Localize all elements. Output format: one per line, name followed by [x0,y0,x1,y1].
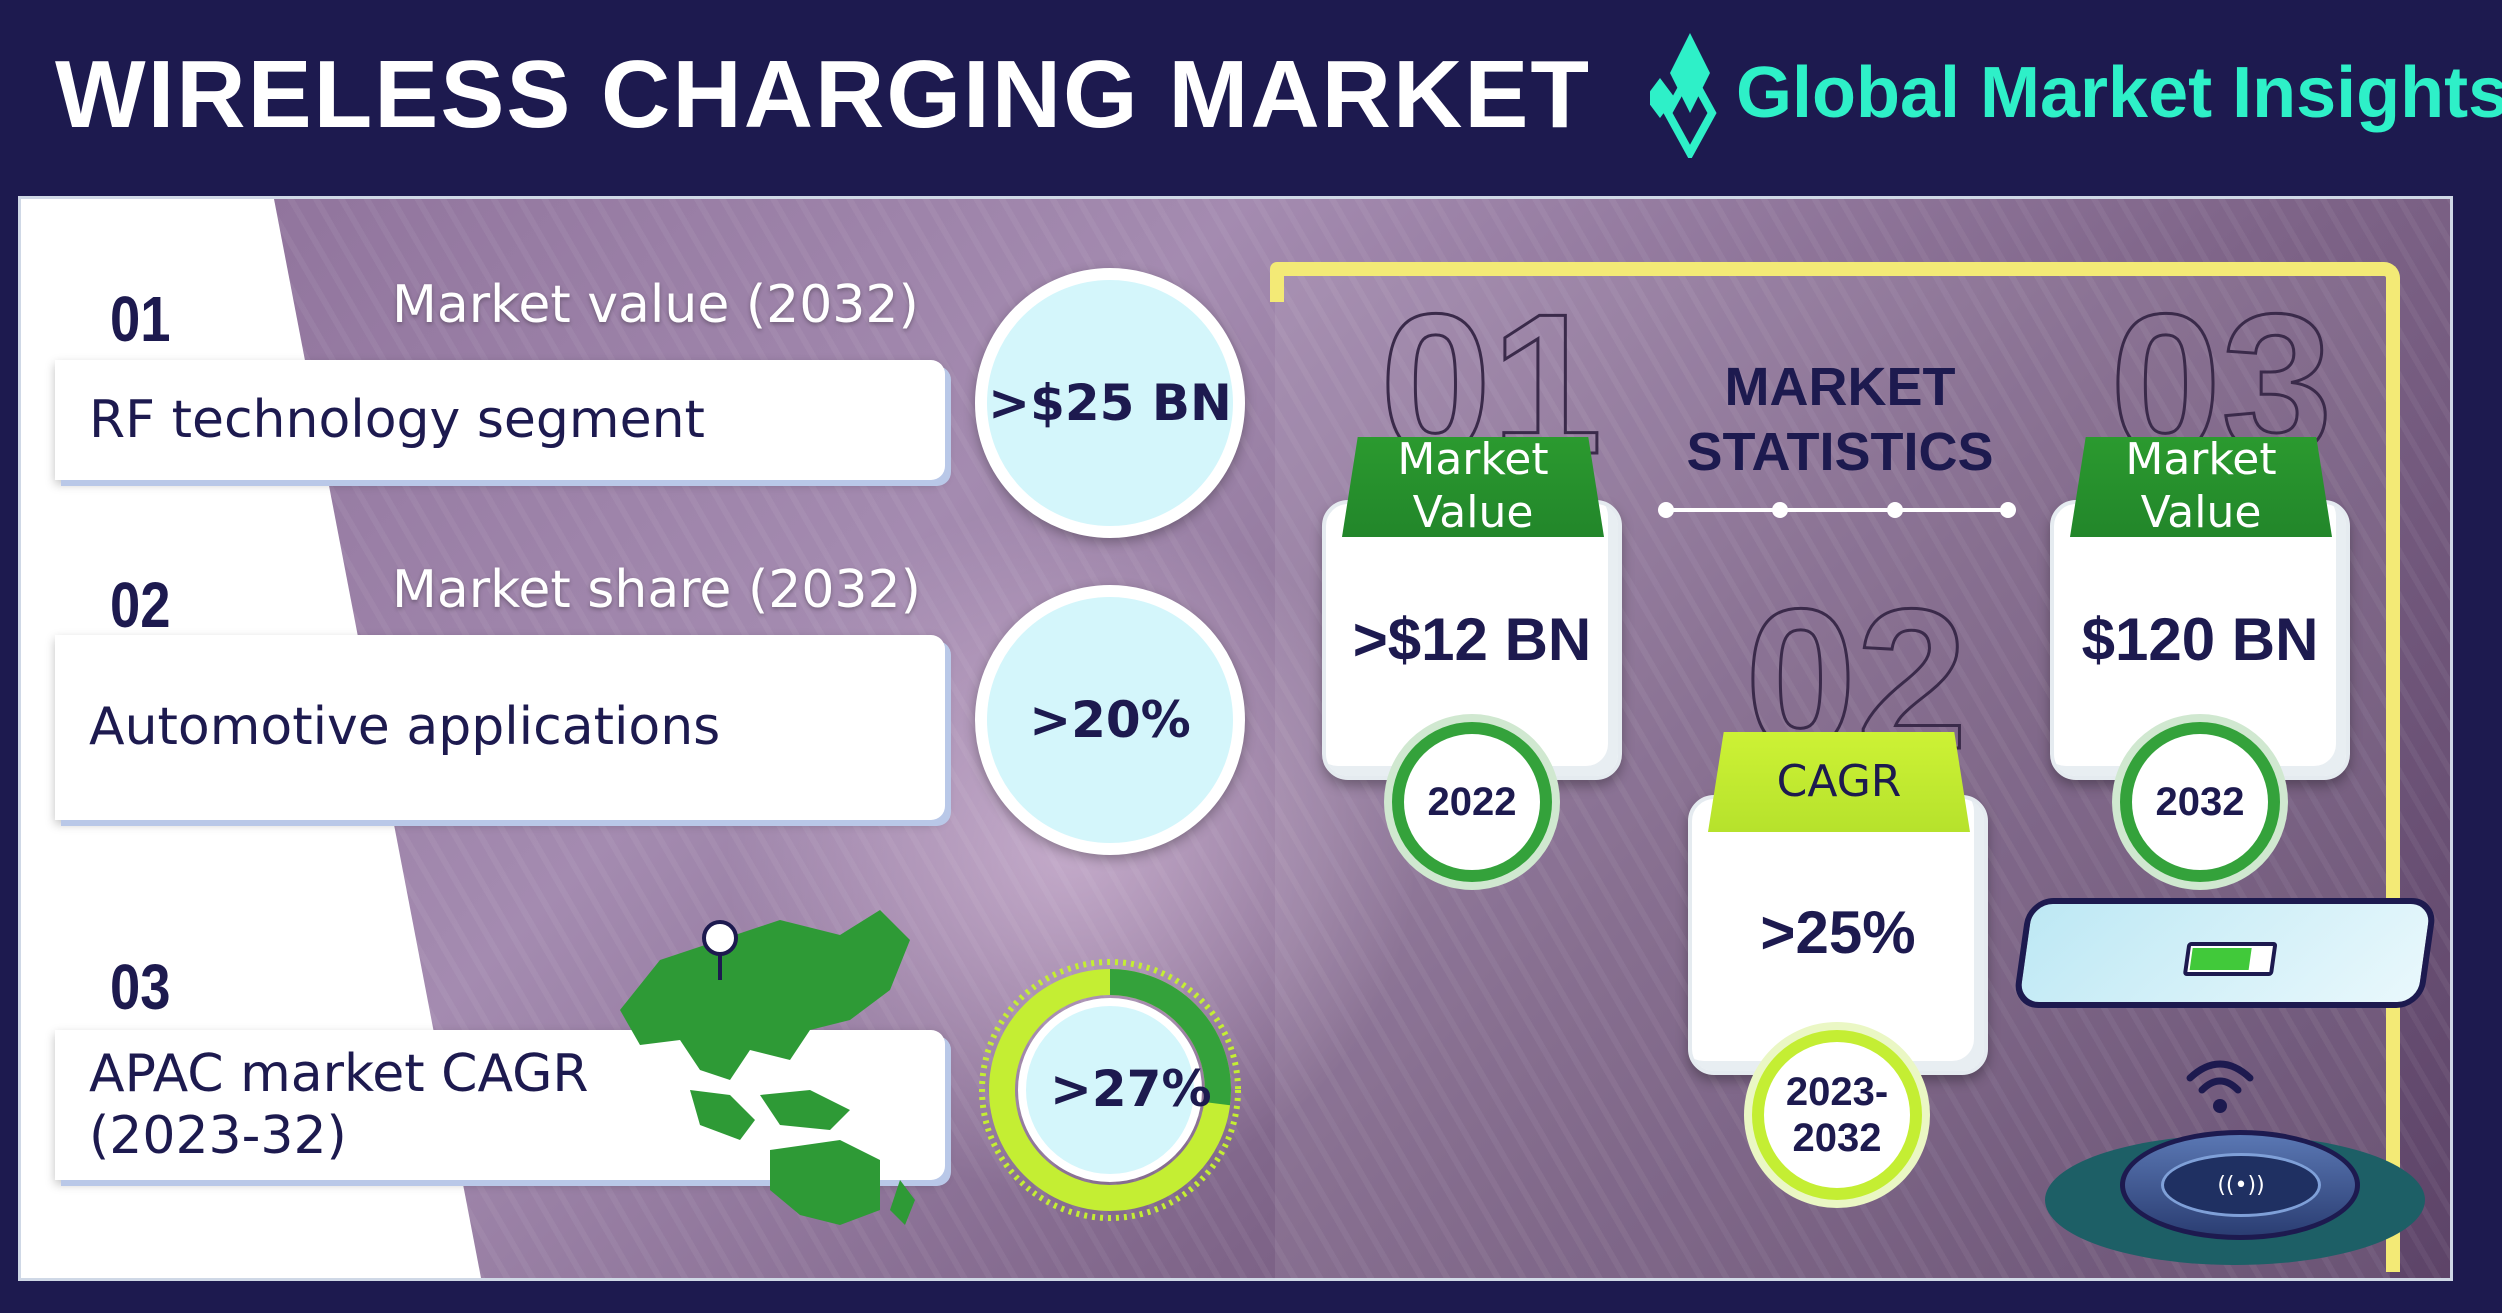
item-02-caption: Market share (2032) [392,560,921,620]
item-03-label-line1: APAC market CAGR [89,1043,589,1104]
stat-03-value: $120 BN [2081,606,2319,673]
logo: Global Market Insights [1650,28,2502,158]
item-03-number: 03 [110,951,171,1023]
charging-pad-icon: ((•)) [2120,1130,2360,1240]
phone-icon [2012,898,2438,1008]
stat-03-head: Market Value [2070,437,2332,537]
item-01-label: RF technology segment [89,389,705,450]
statistics-frame [1282,262,2400,1272]
item-02-value: >20% [1029,691,1191,749]
item-02-label: Automotive applications [89,697,721,758]
item-01-caption: Market value (2032) [392,275,919,335]
item-02-label-box: Automotive applications [55,635,945,820]
stat-01-head: Market Value [1342,437,1604,537]
item-01-value: >$25 BN [988,374,1232,432]
item-02-number: 02 [110,569,171,641]
logo-diamond-icon [1650,33,1717,158]
item-03-value: >27% [1050,1060,1212,1118]
item-02-value-circle: >20% [975,585,1245,855]
page-title: WIRELESS CHARGING MARKET [55,41,1591,148]
apac-progress-ring [979,959,1241,1221]
item-03-label-line2: (2023-32) [89,1106,347,1166]
stat-02-head: CAGR [1708,732,1970,832]
stat-02-card [1688,795,1988,1075]
statistics-title: MARKET STATISTICS [1686,357,1994,482]
battery-icon [2182,942,2278,976]
item-01-number: 01 [110,283,171,355]
item-01-value-circle: >$25 BN [975,268,1245,538]
map-pin-icon [702,920,738,956]
header: WIRELESS CHARGING MARKET Global Market I… [0,0,2502,200]
statistics-divider [1658,502,2016,518]
apac-map-icon [620,910,915,1225]
stat-01-value: >$12 BN [1352,606,1592,673]
stat-01-year: 2022 [1392,722,1552,882]
wifi-icon [2186,1060,2254,1113]
logo-text: Global Market Insights [1736,53,2502,133]
stat-02-year: 2023- 2032 [1752,1030,1922,1200]
stat-02-value: >25% [1760,899,1916,966]
item-01-label-box: RF technology segment [55,360,945,480]
stat-03-year: 2032 [2120,722,2280,882]
